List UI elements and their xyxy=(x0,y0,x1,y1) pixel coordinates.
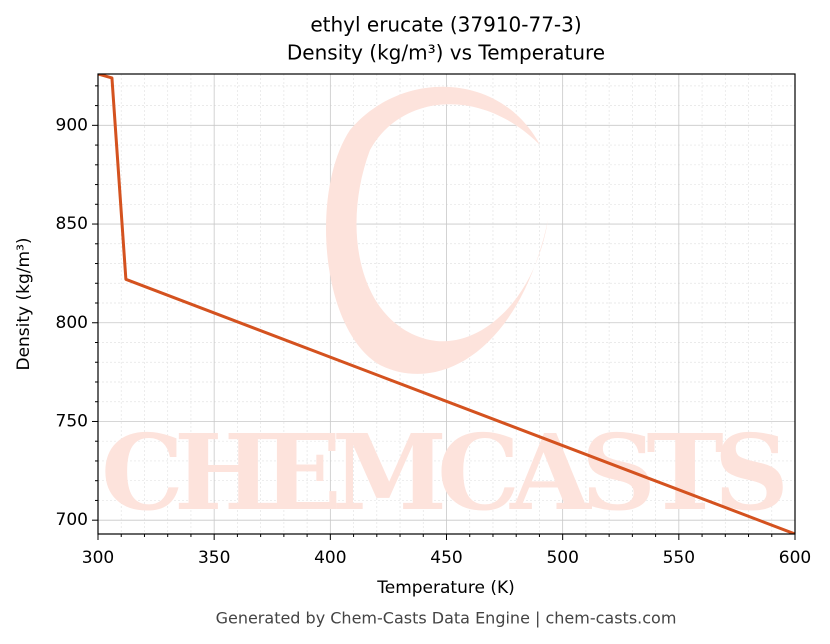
y-tick-label: 900 xyxy=(56,115,88,135)
plot-frame xyxy=(97,73,796,535)
watermark-text: CHEMCASTS xyxy=(101,411,791,534)
y-axis-label: Density (kg/m³) xyxy=(14,237,34,370)
x-tick-label: 550 xyxy=(663,548,695,568)
watermark-logo: CHEMCASTS xyxy=(101,86,791,534)
y-tick-label: 850 xyxy=(56,214,88,234)
x-axis-label: Temperature (K) xyxy=(376,578,515,598)
x-tick-label: 450 xyxy=(430,548,462,568)
x-tick-label: 400 xyxy=(314,548,346,568)
chart-title: ethyl erucate (37910-77-3) xyxy=(310,13,581,37)
y-tick-label: 700 xyxy=(56,510,88,530)
chart-subtitle: Density (kg/m³) vs Temperature xyxy=(287,41,605,65)
x-tick-label: 500 xyxy=(546,548,578,568)
x-tick-label: 600 xyxy=(779,548,811,568)
watermark-shape xyxy=(326,86,548,374)
data-line xyxy=(98,74,795,534)
footer: Generated by Chem-Casts Data Engine | ch… xyxy=(216,609,677,628)
x-tick-label: 300 xyxy=(82,548,114,568)
y-tick-label: 750 xyxy=(56,411,88,431)
y-tick-label: 800 xyxy=(56,313,88,333)
x-tick-label: 350 xyxy=(198,548,230,568)
